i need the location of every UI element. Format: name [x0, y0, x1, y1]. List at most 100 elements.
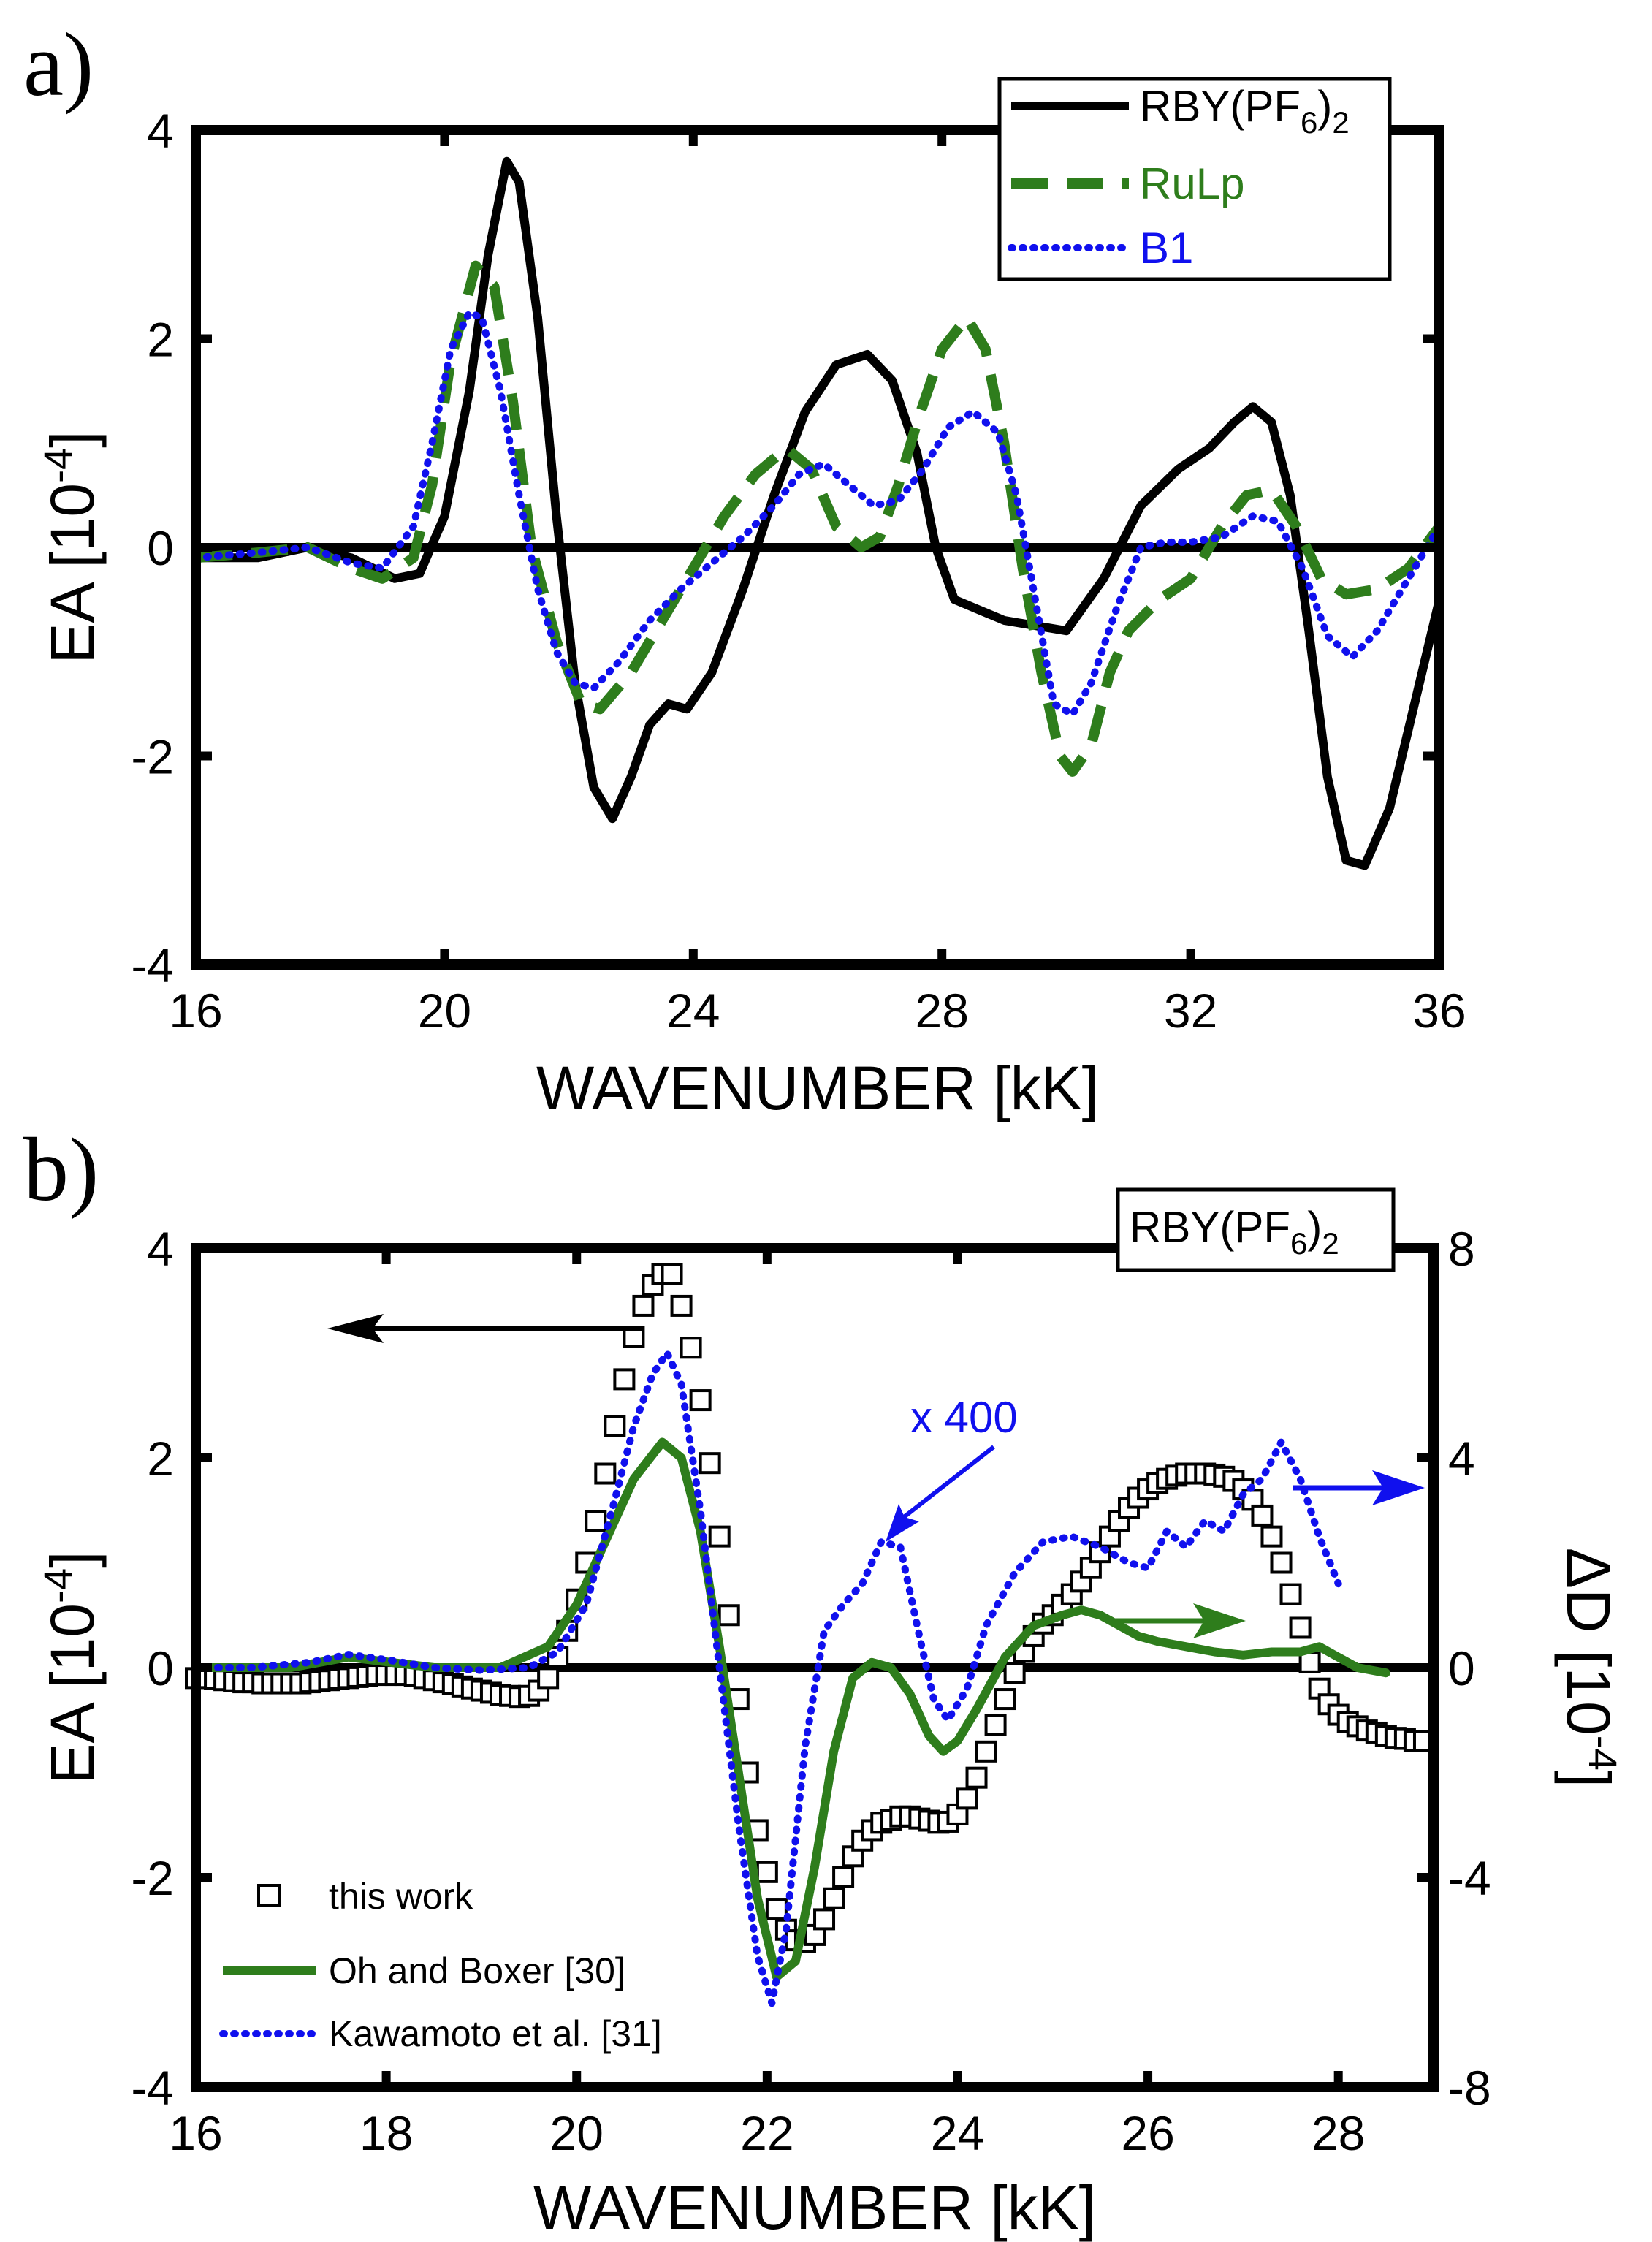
green-arrow-head	[1193, 1603, 1246, 1638]
x-tick-label: 24	[931, 2106, 984, 2160]
data-point	[765, 1898, 788, 1920]
left-axis-arrow	[327, 1314, 643, 1343]
data-point	[1251, 1504, 1274, 1527]
panel-a-label: a)	[23, 15, 94, 115]
data-point	[613, 1368, 636, 1391]
data-point	[680, 1337, 702, 1359]
y-tick-label: 4	[147, 1222, 174, 1276]
panel-b-ylabel-right: ΔD [10-4]	[1554, 1548, 1624, 1787]
data-point	[965, 1766, 988, 1789]
y-tick-label: -2	[131, 1851, 174, 1905]
x-tick-label: 28	[915, 984, 968, 1038]
data-point	[813, 1908, 836, 1931]
panel-b-title-text: RBY(PF6)2	[1130, 1203, 1339, 1261]
x-tick-label: 16	[169, 984, 222, 1038]
data-point	[632, 1294, 655, 1317]
data-point	[594, 1462, 617, 1485]
x-tick-label: 20	[418, 984, 471, 1038]
right-axis-arrow-head	[1372, 1470, 1425, 1505]
x-tick-label: 36	[1412, 984, 1466, 1038]
y-tick-label: 0	[147, 521, 174, 575]
panel-b-ylabel: EA [10-4]	[37, 1551, 107, 1785]
panel-a-legend: RBY(PF6)2 RuLp B1	[997, 77, 1392, 281]
data-point	[699, 1452, 721, 1475]
panel-b-xlabel: WAVENUMBER [kK]	[533, 2173, 1096, 2242]
y-tick-label: -2	[131, 730, 174, 784]
data-point	[823, 1887, 845, 1910]
data-point	[994, 1688, 1016, 1711]
legend-label-rby: RBY(PF6)2	[1140, 82, 1350, 140]
panel-a-xlabel: WAVENUMBER [kK]	[536, 1054, 1099, 1122]
x-tick-label: 22	[740, 2106, 793, 2160]
data-point	[604, 1415, 626, 1437]
x-tick-label: 24	[666, 984, 720, 1038]
y-tick-label-right: 4	[1448, 1432, 1475, 1486]
panel-b-legend: this work Oh and Boxer [30] Kawamoto et …	[219, 1876, 662, 2054]
x-tick-label: 32	[1164, 984, 1217, 1038]
data-point	[1260, 1525, 1283, 1548]
x-tick-label: 26	[1121, 2106, 1174, 2160]
y-tick-label: 2	[147, 1432, 174, 1486]
data-point	[1298, 1651, 1321, 1673]
series-a-0-line	[191, 156, 1444, 870]
x400-arrow-shaft	[899, 1445, 995, 1522]
panel-b-label: b)	[23, 1120, 99, 1220]
data-point	[956, 1787, 978, 1810]
panel-b-series-group	[185, 1263, 1435, 2007]
green-arrow	[1114, 1603, 1246, 1638]
data-point	[689, 1389, 712, 1412]
y-tick-label: 0	[147, 1641, 174, 1695]
series-a-2-line	[192, 308, 1443, 718]
legend-label-oh-boxer: Oh and Boxer [30]	[329, 1950, 625, 1991]
x400-label: x 400	[910, 1393, 1018, 1442]
data-point	[717, 1604, 740, 1627]
panel-a-ylabel: EA [10-4]	[37, 431, 107, 664]
data-point	[661, 1263, 683, 1285]
data-point	[1270, 1551, 1293, 1574]
series-b-0-markers	[185, 1263, 1435, 1953]
data-point	[585, 1510, 607, 1532]
series-b-2-line	[192, 1349, 1342, 2007]
x400-annotation: x 400	[886, 1393, 1018, 1542]
data-point	[708, 1525, 731, 1548]
legend-label-kawamoto: Kawamoto et al. [31]	[329, 2013, 662, 2054]
series-a-1-line	[195, 260, 1444, 777]
y-tick-label: 2	[147, 313, 174, 367]
data-point	[1289, 1616, 1312, 1639]
y-tick-label-right: 0	[1448, 1641, 1475, 1695]
legend-label-this-work: this work	[329, 1876, 473, 1917]
panel-b-title-frame	[1116, 1188, 1396, 1272]
y-tick-label-right: 8	[1448, 1222, 1475, 1276]
panel-b-title-box: RBY(PF6)2	[1116, 1188, 1396, 1272]
right-axis-arrow-blue	[1293, 1470, 1425, 1505]
y-tick-label-right: -8	[1448, 2061, 1491, 2115]
data-point	[1003, 1662, 1026, 1684]
x-tick-label: 20	[550, 2106, 604, 2160]
legend-label-rulp: RuLp	[1140, 159, 1244, 208]
data-point	[1279, 1583, 1302, 1606]
data-point	[975, 1740, 997, 1763]
x-tick-label: 28	[1312, 2106, 1365, 2160]
x-tick-label: 18	[359, 2106, 413, 2160]
x400-arrow-head	[886, 1504, 919, 1542]
legend-label-b1: B1	[1140, 224, 1193, 273]
series-b-1-line	[191, 1437, 1390, 1982]
y-tick-label: -4	[131, 2061, 174, 2115]
data-point	[832, 1866, 855, 1888]
data-point	[670, 1294, 693, 1317]
legend-marker-this-work	[257, 1884, 281, 1907]
y-tick-label-right: -4	[1448, 1851, 1491, 1905]
y-tick-label: 4	[147, 104, 174, 158]
panel-a-series-group	[191, 156, 1444, 870]
x-tick-label: 16	[169, 2106, 222, 2160]
y-tick-label: -4	[131, 938, 174, 992]
data-point	[755, 1861, 778, 1883]
left-axis-arrow-head	[327, 1314, 384, 1343]
data-point	[984, 1714, 1007, 1736]
data-point	[537, 1667, 560, 1690]
